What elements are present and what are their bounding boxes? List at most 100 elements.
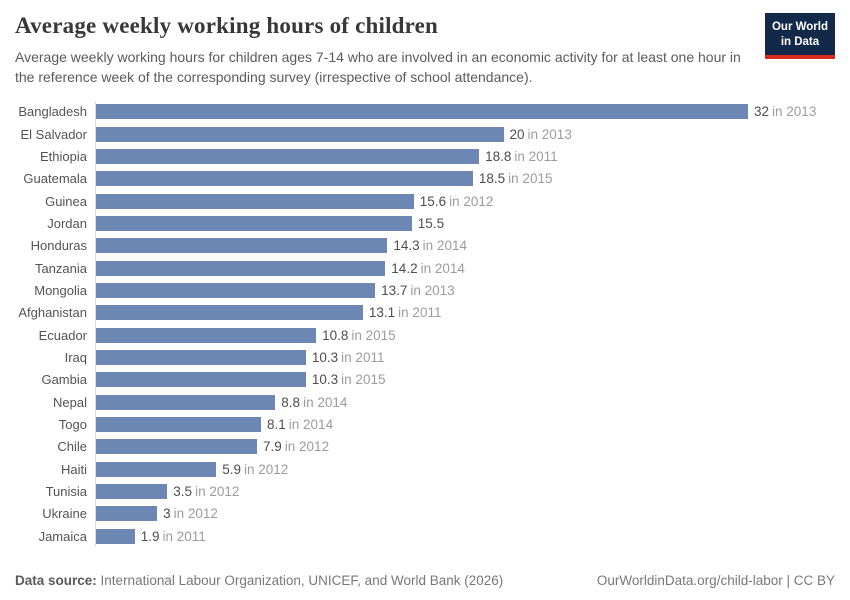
value-number: 10.8 — [322, 327, 349, 343]
bar[interactable] — [96, 148, 480, 164]
bar[interactable] — [96, 461, 217, 477]
value-label: 15.6 in 2012 — [420, 194, 494, 209]
country-label: Guatemala — [23, 171, 87, 187]
bar[interactable] — [96, 506, 158, 522]
value-label: 7.9 in 2012 — [263, 439, 329, 454]
bar[interactable] — [96, 238, 388, 254]
bar[interactable] — [96, 305, 363, 321]
value-number: 13.7 — [381, 283, 408, 299]
bar-area: 15.6 in 2012 — [95, 189, 835, 213]
chart-subtitle: Average weekly working hours for childre… — [15, 49, 741, 86]
bar[interactable] — [96, 126, 504, 142]
country-label: Gambia — [41, 372, 87, 388]
value-number: 5.9 — [222, 461, 241, 477]
bar-area: 5.9 in 2012 — [95, 458, 835, 481]
value-label: 10.3 in 2015 — [312, 372, 386, 387]
header-text: Average weekly working hours of children… — [15, 13, 763, 88]
value-label: 14.2 in 2014 — [391, 261, 465, 276]
value-number: 14.3 — [393, 238, 420, 254]
bar[interactable] — [96, 350, 306, 366]
value-number: 15.6 — [419, 193, 447, 209]
bar-row: Guinea 15.6 in 2012 — [15, 189, 835, 213]
bar[interactable] — [96, 171, 473, 187]
value-number: 10.3 — [311, 372, 339, 388]
bar-row: Jordan 15.5 — [15, 212, 835, 235]
value-label: 14.3 in 2014 — [393, 238, 467, 253]
bar-row: Nepal 8.8 in 2014 — [15, 391, 835, 414]
value-number: 14.2 — [391, 260, 418, 276]
value-label: 10.8 in 2015 — [322, 328, 396, 343]
bar[interactable] — [96, 394, 276, 410]
value-year: in 2015 — [351, 327, 396, 343]
country-label: Nepal — [53, 394, 87, 410]
bar-area: 13.1 in 2011 — [95, 301, 835, 325]
bar[interactable] — [96, 327, 317, 343]
bar-row: Tunisia 3.5 in 2012 — [15, 480, 835, 503]
bar-area: 20 in 2013 — [95, 122, 835, 146]
bar-area: 13.7 in 2013 — [95, 279, 835, 302]
bar[interactable] — [96, 260, 386, 276]
bar[interactable] — [96, 484, 168, 500]
country-label: Honduras — [30, 238, 87, 254]
value-label: 13.1 in 2011 — [369, 305, 442, 320]
country-label: Tunisia — [45, 484, 87, 500]
bar[interactable] — [96, 283, 376, 299]
bar-row: Chile 7.9 in 2012 — [15, 435, 835, 459]
value-number: 13.1 — [368, 305, 396, 321]
value-year: in 2011 — [162, 528, 206, 544]
country-label: Haiti — [60, 461, 87, 477]
bar[interactable] — [96, 528, 135, 544]
value-year: in 2012 — [195, 484, 240, 500]
bar-row: Gambia 10.3 in 2015 — [15, 368, 835, 392]
bar-row: Togo 8.1 in 2014 — [15, 413, 835, 436]
value-number: 8.8 — [281, 394, 301, 410]
country-label: Iraq — [64, 350, 87, 366]
country-label: El Salvador — [20, 126, 87, 142]
value-number: 18.5 — [478, 171, 506, 187]
owid-link[interactable]: OurWorldinData.org/child-labor | CC BY — [596, 573, 835, 588]
bar[interactable] — [96, 417, 261, 433]
bar-row: Tanzania 14.2 in 2014 — [15, 257, 835, 280]
value-label: 3.5 in 2012 — [173, 484, 239, 499]
value-label: 1.9 in 2011 — [141, 529, 206, 544]
bar[interactable] — [96, 193, 414, 209]
bar-area: 32 in 2013 — [95, 100, 835, 123]
bar-area: 3.5 in 2012 — [95, 480, 835, 503]
footer: Data source: International Labour Organi… — [15, 573, 835, 588]
value-year: in 2015 — [508, 171, 553, 187]
value-year: in 2011 — [341, 350, 385, 366]
value-year: in 2015 — [341, 372, 386, 388]
data-source-label: Data source: — [15, 573, 97, 588]
value-label: 13.7 in 2013 — [381, 283, 455, 298]
value-year: in 2012 — [243, 461, 289, 477]
value-number: 18.8 — [485, 148, 512, 164]
bar-area: 18.8 in 2011 — [95, 145, 835, 168]
value-number: 7.9 — [263, 439, 282, 455]
bar[interactable] — [96, 104, 748, 120]
bar-area: 18.5 in 2015 — [95, 167, 835, 190]
bar-row: Mongolia 13.7 in 2013 — [15, 279, 835, 302]
value-year: in 2014 — [303, 394, 348, 410]
bar-row: Afghanistan 13.1 in 2011 — [15, 301, 835, 325]
bar-area: 8.1 in 2014 — [95, 413, 835, 436]
country-label: Tanzania — [34, 260, 87, 276]
bar-row: Jamaica 1.9 in 2011 — [15, 525, 835, 548]
bar-area: 7.9 in 2012 — [95, 435, 835, 459]
bar-row: Ecuador 10.8 in 2015 — [15, 324, 835, 347]
value-year: in 2012 — [449, 193, 494, 209]
country-label: Mongolia — [34, 283, 87, 299]
bar-row: Haiti 5.9 in 2012 — [15, 458, 835, 481]
value-year: in 2012 — [173, 506, 218, 522]
owid-logo[interactable]: Our World in Data — [764, 13, 835, 59]
country-label: Guinea — [45, 193, 87, 209]
bar[interactable] — [96, 215, 412, 231]
value-number: 8.1 — [267, 417, 286, 433]
value-label: 18.8 in 2011 — [485, 149, 558, 164]
bar-area: 10.8 in 2015 — [95, 324, 835, 347]
value-year: in 2013 — [772, 104, 817, 120]
country-label: Chile — [57, 439, 87, 455]
bar[interactable] — [96, 439, 257, 455]
bar-row: Ukraine 3 in 2012 — [15, 502, 835, 526]
bar[interactable] — [96, 372, 306, 388]
